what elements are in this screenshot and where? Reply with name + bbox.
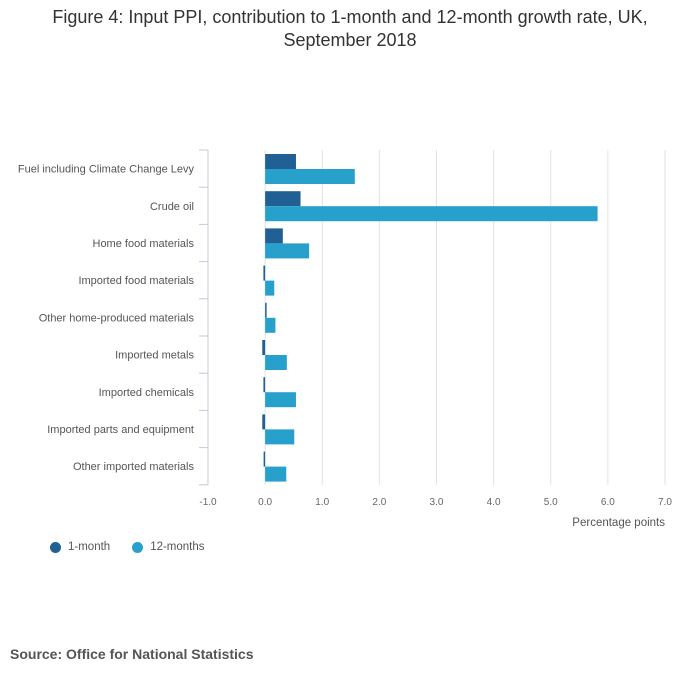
legend-item-12-months[interactable]: 12-months xyxy=(132,541,205,553)
category-label: Crude oil xyxy=(150,201,194,213)
bar-12-months[interactable] xyxy=(265,317,276,333)
category-label: Home food materials xyxy=(93,238,195,250)
x-tick-label: 4.0 xyxy=(487,497,501,508)
category-label: Imported food materials xyxy=(78,275,194,287)
bar-1-month[interactable] xyxy=(263,377,266,393)
legend-label-12-months: 12-months xyxy=(150,541,205,553)
category-label: Imported metals xyxy=(115,350,194,362)
x-tick-label: 5.0 xyxy=(544,497,558,508)
bar-12-months[interactable] xyxy=(265,355,287,370)
axes: -1.0 0.0 1.0 2.0 3.0 4.0 5.0 6.0 7.0 Fuel includi… xyxy=(18,149,672,508)
bar-1-month[interactable] xyxy=(265,228,283,244)
category-label: Other imported materials xyxy=(73,461,195,473)
category-label: Fuel including Climate Change Levy xyxy=(18,164,195,176)
bar-12-months[interactable] xyxy=(265,243,310,259)
bar-12-months[interactable] xyxy=(265,169,355,184)
source-note: Source: Office for National Statistics xyxy=(10,646,254,662)
bar-12-months[interactable] xyxy=(265,429,295,445)
x-tick-label: 2.0 xyxy=(372,497,386,508)
category-label: Other home-produced materials xyxy=(39,312,195,324)
bar-1-month[interactable] xyxy=(263,265,266,281)
bar-1-month[interactable] xyxy=(265,191,301,207)
bar-1-month[interactable] xyxy=(263,451,266,467)
bar-12-months[interactable] xyxy=(265,392,296,408)
x-tick-label: 3.0 xyxy=(430,497,444,508)
legend: 1-month 12-months xyxy=(50,541,205,553)
bar-12-months[interactable] xyxy=(265,206,598,222)
legend-dot-12-months xyxy=(132,541,144,553)
chart-title-line-1: Figure 4: Input PPI, contribution to 1-m… xyxy=(52,7,648,27)
category-label: Imported parts and equipment xyxy=(47,424,194,436)
bar-1-month[interactable] xyxy=(265,302,267,318)
x-tick-label: 1.0 xyxy=(315,497,329,508)
legend-label-1-month: 1-month xyxy=(68,541,111,553)
bar-1-month[interactable] xyxy=(262,340,266,355)
bar-1-month[interactable] xyxy=(265,154,296,169)
chart-title: Figure 4: Input PPI, contribution to 1-m… xyxy=(0,6,700,52)
x-tick-label: 7.0 xyxy=(658,497,672,508)
x-tick-label: 0.0 xyxy=(258,497,272,508)
x-tick-label: 6.0 xyxy=(601,497,615,508)
bar-12-months[interactable] xyxy=(265,466,287,482)
x-axis-title: Percentage points xyxy=(572,517,665,529)
chart-title-line-2: September 2018 xyxy=(283,30,417,50)
bar-1-month[interactable] xyxy=(262,414,266,430)
bar-12-months[interactable] xyxy=(265,280,275,296)
bars xyxy=(262,154,598,482)
x-tick-label: -1.0 xyxy=(199,497,217,508)
legend-dot-1-month xyxy=(50,541,61,553)
legend-item-1-month[interactable]: 1-month xyxy=(50,541,110,553)
category-label: Imported chemicals xyxy=(99,387,195,399)
